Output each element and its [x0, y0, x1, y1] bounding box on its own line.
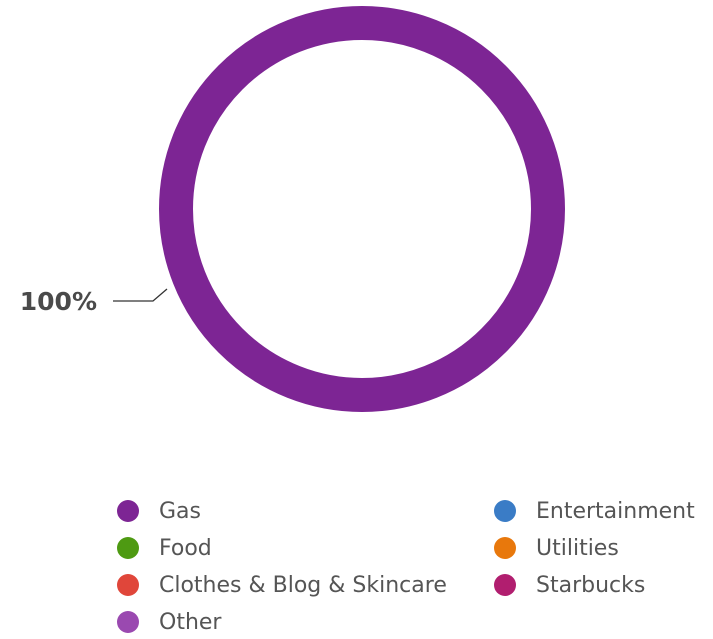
donut-slice-gas[interactable] [159, 6, 565, 412]
legend-item-food[interactable]: Food [117, 529, 212, 567]
legend-swatch [494, 537, 516, 559]
legend-label: Entertainment [536, 498, 695, 524]
legend-item-clothes-blog-skincare[interactable]: Clothes & Blog & Skincare [117, 566, 447, 604]
legend-item-utilities[interactable]: Utilities [494, 529, 619, 567]
legend-label: Starbucks [536, 572, 646, 598]
label-leader-line [113, 288, 168, 302]
legend-label: Utilities [536, 535, 619, 561]
legend-swatch [117, 500, 139, 522]
legend: Gas Food Clothes & Blog & Skincare Other Ent… [0, 492, 713, 639]
legend-item-entertainment[interactable]: Entertainment [494, 492, 695, 530]
legend-swatch [117, 574, 139, 596]
legend-item-starbucks[interactable]: Starbucks [494, 566, 645, 604]
legend-swatch [117, 611, 139, 633]
legend-item-gas[interactable]: Gas [117, 492, 201, 530]
donut-svg: 100% [20, 6, 565, 412]
legend-label: Clothes & Blog & Skincare [159, 572, 447, 598]
legend-swatch [494, 500, 516, 522]
legend-item-other[interactable]: Other [117, 603, 221, 639]
legend-label: Gas [159, 498, 201, 524]
legend-label: Food [159, 535, 212, 561]
slice-percent-label: 100% [20, 287, 97, 316]
legend-swatch [494, 574, 516, 596]
legend-label: Other [159, 609, 222, 635]
legend-swatch [117, 537, 139, 559]
